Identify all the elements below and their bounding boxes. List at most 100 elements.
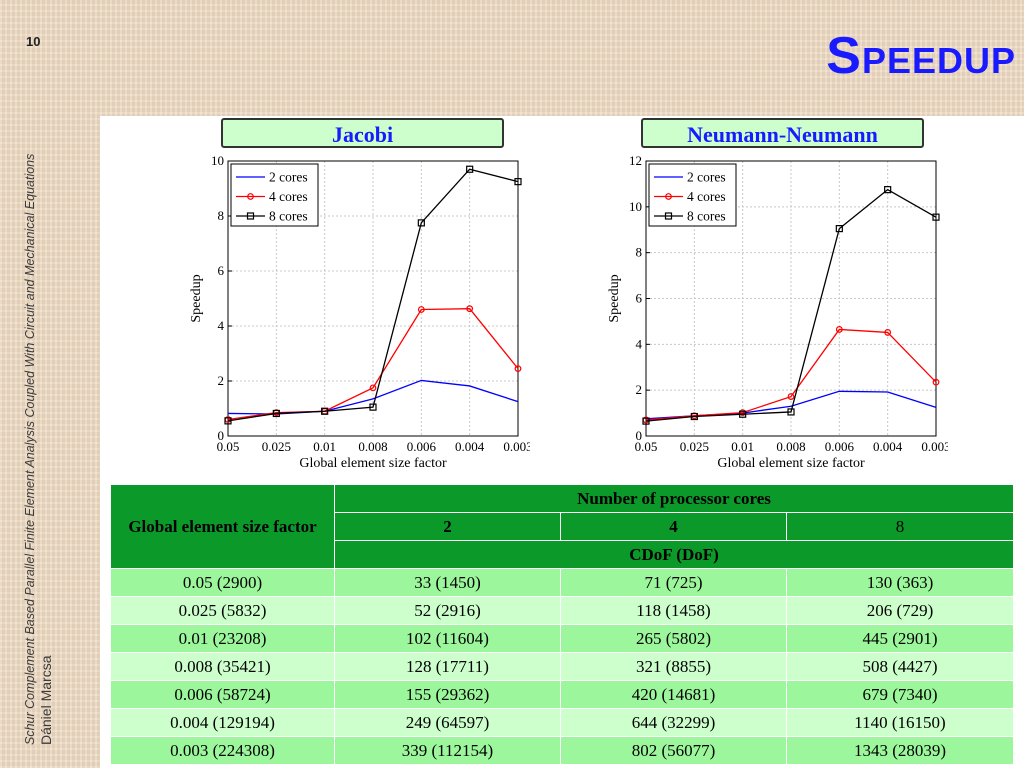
- x-tick-label: 0.004: [873, 439, 903, 454]
- y-tick-label: 2: [636, 382, 643, 397]
- x-tick-label: 0.003: [921, 439, 948, 454]
- x-tick-label: 0.004: [455, 439, 485, 454]
- data-point: [932, 378, 940, 386]
- data-point: [690, 412, 698, 421]
- legend-label: 4 cores: [269, 189, 308, 204]
- data-point: [321, 407, 329, 415]
- data-point: [835, 326, 843, 333]
- table-cell: 321 (8855): [560, 652, 787, 681]
- data-point: [466, 305, 474, 313]
- legend-marker: [665, 193, 672, 200]
- x-tick-label: 0.01: [731, 439, 754, 454]
- table-body: 0.05 (2900) 33 (1450) 71 (725) 130 (363) 0.0…: [110, 568, 1015, 765]
- y-tick-label: 4: [636, 336, 643, 351]
- speedup-chart-neumann: 0.05 0.025 0.01 0.008 0.006 0.004 0.003 0 2 4 6 8 10…: [607, 153, 948, 471]
- table-cell: 802 (56077): [560, 736, 787, 765]
- y-tick-label: 6: [218, 263, 225, 278]
- table-row: 0.004 (129194) 249 (64597) 644 (32299) 1140…: [110, 708, 1015, 737]
- data-point: [224, 417, 232, 425]
- data-point: [787, 393, 795, 400]
- table-cell: 1140 (16150): [785, 708, 1015, 737]
- y-tick-label: 6: [636, 291, 643, 306]
- group-header-cores: Number of processor cores: [333, 484, 1015, 513]
- x-tick-label: 0.025: [680, 439, 709, 454]
- legend: 2 cores 4 cores 8 cores: [230, 163, 319, 227]
- x-tick-label: 0.05: [635, 439, 658, 454]
- legend-label: 2 cores: [687, 170, 726, 185]
- table-cell: 102 (11604): [334, 624, 561, 653]
- table-header-row: Global element size factor Number of pro…: [110, 484, 1015, 569]
- table-cell: 339 (112154): [334, 736, 561, 765]
- x-tick-label: 0.025: [262, 439, 291, 454]
- table-row: 0.05 (2900) 33 (1450) 71 (725) 130 (363): [110, 568, 1015, 597]
- legend-marker: [247, 193, 254, 200]
- x-axis-label: Global element size factor: [717, 456, 865, 471]
- table-cell: 0.003 (224308): [110, 736, 335, 765]
- legend-marker: [664, 212, 673, 220]
- table-cell: 206 (729): [785, 596, 1015, 625]
- table-cell: 128 (17711): [334, 652, 561, 681]
- y-tick-label: 8: [636, 245, 643, 260]
- data-point: [835, 225, 843, 233]
- chart-title-neumann: Neumann-Neumann: [641, 118, 924, 148]
- data-point: [514, 178, 522, 186]
- data-point: [369, 384, 377, 392]
- data-point: [417, 306, 425, 313]
- table-cell: 52 (2916): [334, 596, 561, 625]
- chart-title-jacobi: Jacobi: [221, 118, 504, 148]
- table-cell: 155 (29362): [334, 680, 561, 709]
- table-cell: 0.004 (129194): [110, 708, 335, 737]
- legend: 2 cores 4 cores 8 cores: [648, 163, 737, 227]
- table-cell: 0.006 (58724): [110, 680, 335, 709]
- data-point: [932, 213, 940, 221]
- x-tick-label: 0.008: [358, 439, 387, 454]
- table-subheader-row: CDoF (DoF): [111, 540, 1015, 569]
- sidebar-text: Schur Complement Based Parallel Finite E…: [22, 125, 54, 745]
- table-cell: 118 (1458): [560, 596, 787, 625]
- dof-table: Global element size factor Number of pro…: [110, 484, 1015, 765]
- data-point: [466, 165, 474, 173]
- x-tick-label: 0.006: [407, 439, 437, 454]
- data-point: [884, 186, 892, 194]
- x-tick-label: 0.008: [776, 439, 805, 454]
- legend-marker: [246, 212, 255, 220]
- series-line: [227, 308, 519, 421]
- y-tick-label: 12: [629, 153, 642, 168]
- table-cell: 0.01 (23208): [110, 624, 335, 653]
- table-cores-row: 2 4 8: [111, 512, 1015, 541]
- cores-header-4: 4: [560, 512, 787, 541]
- series-line: [227, 168, 519, 422]
- data-point: [884, 329, 892, 336]
- table-cell: 265 (5802): [560, 624, 787, 653]
- table-row: 0.006 (58724) 155 (29362) 420 (14681) 679 (…: [110, 680, 1015, 709]
- data-point: [739, 410, 747, 418]
- table-cell: 420 (14681): [560, 680, 787, 709]
- col-header-size-factor: Global element size factor: [110, 484, 335, 569]
- table-cell: 445 (2901): [785, 624, 1015, 653]
- table-cell: 71 (725): [560, 568, 787, 597]
- table-cell: 0.025 (5832): [110, 596, 335, 625]
- y-tick-label: 4: [218, 318, 225, 333]
- slide-number: 10: [26, 34, 41, 49]
- x-tick-label: 0.003: [503, 439, 530, 454]
- y-axis-label: Speedup: [607, 274, 622, 322]
- legend-label: 8 cores: [269, 209, 308, 224]
- x-tick-label: 0.006: [825, 439, 855, 454]
- cores-header-2: 2: [334, 512, 561, 541]
- y-tick-label: 0: [636, 428, 643, 443]
- table-row: 0.008 (35421) 128 (17711) 321 (8855) 508 (4…: [110, 652, 1015, 681]
- y-tick-label: 0: [218, 428, 225, 443]
- data-point: [787, 408, 795, 416]
- data-point: [642, 417, 650, 425]
- table-row: 0.003 (224308) 339 (112154) 802 (56077) 134…: [110, 736, 1015, 765]
- x-tick-label: 0.01: [313, 439, 336, 454]
- data-point: [514, 365, 522, 373]
- table-cell: 130 (363): [785, 568, 1015, 597]
- table-cell: 679 (7340): [785, 680, 1015, 709]
- legend-label: 4 cores: [687, 189, 726, 204]
- slide-title: Speedup: [826, 27, 1016, 85]
- table-cell: 33 (1450): [334, 568, 561, 597]
- y-tick-label: 10: [629, 199, 642, 214]
- series-line: [645, 328, 937, 421]
- cores-header-8: 8: [785, 512, 1015, 541]
